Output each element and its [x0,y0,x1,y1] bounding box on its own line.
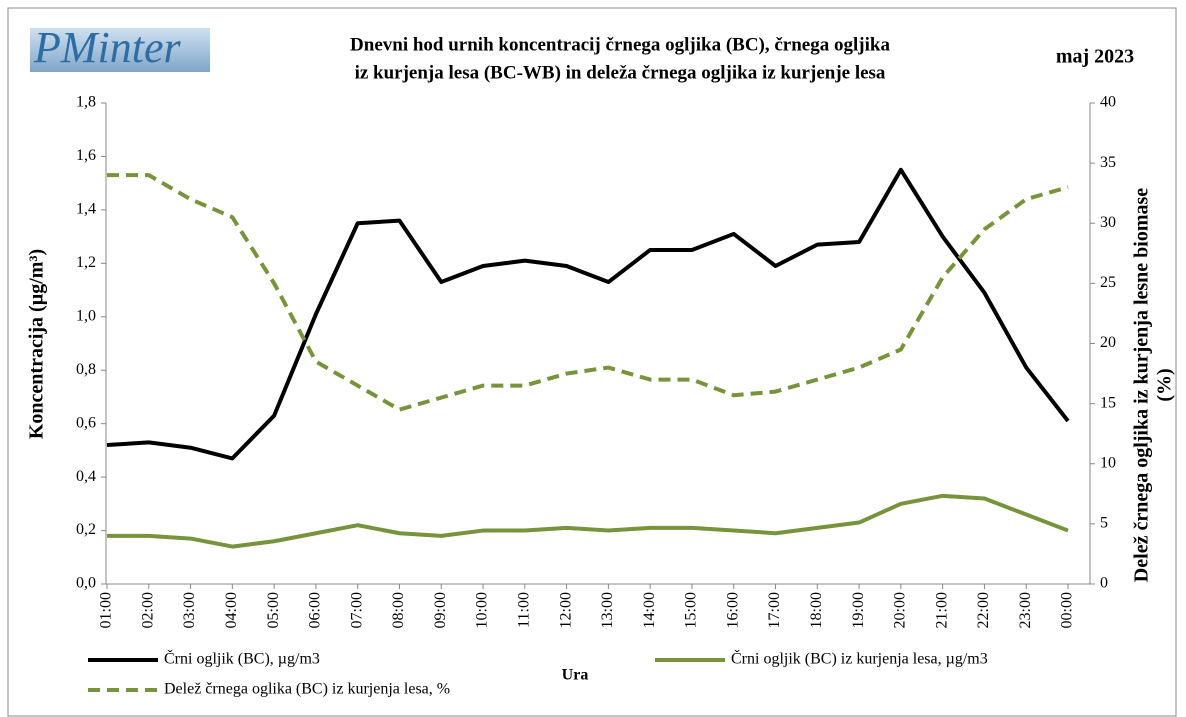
x-tick-label: 05:00 [265,592,282,628]
x-tick-label: 00:00 [1059,592,1076,628]
x-tick-label: 17:00 [766,592,783,628]
x-tick-label: 16:00 [724,592,741,628]
title: Dnevni hod urnih koncentracij črnega ogl… [350,34,890,55]
x-tick-label: 06:00 [307,592,324,628]
y2-tick-label: 15 [1100,394,1116,411]
y2-tick-label: 25 [1100,274,1116,291]
logo-bg [30,28,210,72]
x-tick-label: 12:00 [557,592,574,628]
frame [7,7,1177,717]
y-tick-label: 1,0 [76,307,96,324]
x-tick-label: 01:00 [98,592,115,628]
y-axis-label: Koncentracija (µg/m³) [26,249,48,439]
y2-tick-label: 30 [1100,214,1116,231]
y2-axis-label: Delež črnega ogljika iz kurjenja lesne b… [1131,188,1153,582]
x-tick-label: 10:00 [474,592,491,628]
x-tick-label: 04:00 [223,592,240,628]
legend-label: Delež črnega oglika (BC) iz kurjenja les… [164,681,450,698]
subtitle: maj 2023 [1056,46,1134,68]
y-tick-label: 0,4 [76,468,96,485]
x-tick-label: 22:00 [975,592,992,628]
x-tick-label: 19:00 [850,592,867,628]
logo: PMinter [33,23,182,72]
legend-label: Črni ogljik (BC), µg/m3 [164,649,320,668]
x-tick-label: 18:00 [808,592,825,628]
y2-tick-label: 5 [1100,515,1108,532]
x-tick-label: 15:00 [683,592,700,628]
legend-label: Črni ogljik (BC) iz kurjenja lesa, µg/m3 [731,649,988,668]
y-tick-label: 0,0 [76,575,96,592]
series-line [107,173,1069,412]
y-tick-label: 1,6 [76,147,96,164]
y-tick-label: 1,4 [76,201,96,218]
y-tick-label: 0,6 [76,414,96,431]
x-tick-label: 07:00 [348,592,365,628]
x-tick-label: 13:00 [599,592,616,628]
y-tick-label: 1,8 [76,94,96,111]
y2-tick-label: 0 [1100,575,1108,592]
x-tick-label: 09:00 [432,592,449,628]
series-line [106,167,1070,461]
y2-tick-label: 40 [1100,94,1116,111]
x-tick-label: 20:00 [892,592,909,628]
x-tick-label: 21:00 [933,592,950,628]
title: iz kurjenja lesa (BC-WB) in deleža črneg… [355,62,886,83]
x-axis-label: Ura [562,667,589,684]
x-tick-label: 23:00 [1017,592,1034,628]
y-tick-label: 0,2 [76,521,96,538]
x-tick-label: 14:00 [641,592,658,628]
x-tick-label: 02:00 [139,592,156,628]
y2-tick-label: 35 [1100,154,1116,171]
y2-tick-label: 10 [1100,454,1116,471]
y-tick-label: 1,2 [76,254,96,271]
x-tick-label: 08:00 [390,592,407,628]
y2-tick-label: 20 [1100,334,1116,351]
y2-axis-label: (%) [1154,368,1176,401]
x-tick-label: 11:00 [515,592,532,628]
series-line [107,493,1069,549]
x-tick-label: 03:00 [181,592,198,628]
y-tick-label: 0,8 [76,361,96,378]
